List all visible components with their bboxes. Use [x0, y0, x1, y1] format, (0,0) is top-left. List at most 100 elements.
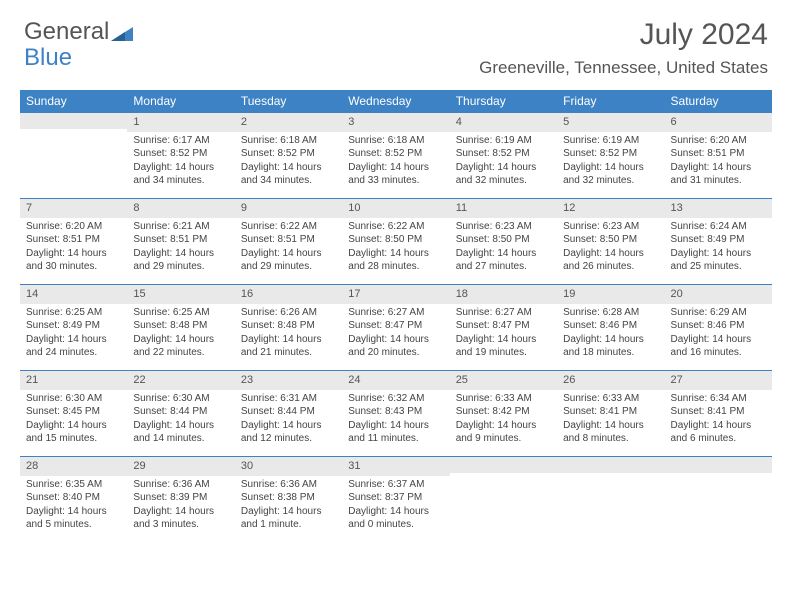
day-line: Sunrise: 6:27 AM [348, 306, 443, 320]
day-content: Sunrise: 6:21 AMSunset: 8:51 PMDaylight:… [127, 218, 234, 278]
day-number: 12 [557, 199, 664, 218]
day-line: Sunset: 8:50 PM [348, 233, 443, 247]
day-content [557, 473, 664, 479]
day-line: Sunset: 8:44 PM [241, 405, 336, 419]
header: General July 2024 Greeneville, Tennessee… [0, 0, 792, 82]
day-content: Sunrise: 6:19 AMSunset: 8:52 PMDaylight:… [557, 132, 664, 192]
day-content: Sunrise: 6:28 AMSunset: 8:46 PMDaylight:… [557, 304, 664, 364]
day-number: 24 [342, 371, 449, 390]
day-line: Sunset: 8:49 PM [26, 319, 121, 333]
day-line: Sunset: 8:43 PM [348, 405, 443, 419]
calendar-day-cell: 24Sunrise: 6:32 AMSunset: 8:43 PMDayligh… [342, 371, 449, 457]
day-number: 19 [557, 285, 664, 304]
day-line: Sunrise: 6:29 AM [671, 306, 766, 320]
day-line: and 3 minutes. [133, 518, 228, 532]
day-line: Sunrise: 6:27 AM [456, 306, 551, 320]
day-line: Daylight: 14 hours [563, 419, 658, 433]
day-number: 9 [235, 199, 342, 218]
day-line: Sunrise: 6:31 AM [241, 392, 336, 406]
day-content: Sunrise: 6:36 AMSunset: 8:38 PMDaylight:… [235, 476, 342, 536]
day-line: and 1 minute. [241, 518, 336, 532]
day-line: and 28 minutes. [348, 260, 443, 274]
calendar-table: SundayMondayTuesdayWednesdayThursdayFrid… [20, 90, 772, 543]
calendar-week-row: 7Sunrise: 6:20 AMSunset: 8:51 PMDaylight… [20, 199, 772, 285]
day-line: Sunset: 8:50 PM [563, 233, 658, 247]
calendar-week-row: 14 Sunrise: 6:25 AM Sunset: 8:49 PM Dayligh… [20, 285, 772, 371]
day-number: 25 [450, 371, 557, 390]
day-line: Daylight: 14 hours [241, 419, 336, 433]
day-line: Daylight: 14 hours [348, 161, 443, 175]
day-line: and 29 minutes. [241, 260, 336, 274]
day-number: 17 [342, 285, 449, 304]
calendar-day-cell: 15Sunrise: 6:25 AMSunset: 8:48 PMDayligh… [127, 285, 234, 371]
day-line: and 33 minutes. [348, 174, 443, 188]
day-line: Sunrise: 6:23 AM [456, 220, 551, 234]
day-line: and 12 minutes. [241, 432, 336, 446]
day-content [450, 473, 557, 479]
logo: General [24, 18, 133, 46]
day-content: Sunrise: 6:33 AMSunset: 8:42 PMDaylight:… [450, 390, 557, 450]
day-line: Sunrise: 6:19 AM [456, 134, 551, 148]
day-line: Sunrise: 6:36 AM [133, 478, 228, 492]
day-line: Daylight: 14 hours [348, 505, 443, 519]
day-header: Sunday [20, 90, 127, 113]
day-line: and 16 minutes. [671, 346, 766, 360]
day-line: Sunrise: 6:33 AM [563, 392, 658, 406]
day-line: Sunrise: 6:26 AM [241, 306, 336, 320]
day-content: Sunrise: 6:27 AMSunset: 8:47 PMDaylight:… [450, 304, 557, 364]
day-content: Sunrise: 6:26 AMSunset: 8:48 PMDaylight:… [235, 304, 342, 364]
month-title: July 2024 [479, 18, 768, 52]
day-line: Daylight: 14 hours [133, 419, 228, 433]
day-line: Daylight: 14 hours [671, 247, 766, 261]
calendar-day-cell: 4Sunrise: 6:19 AMSunset: 8:52 PMDaylight… [450, 113, 557, 199]
day-number: 28 [20, 457, 127, 476]
day-number [20, 113, 127, 129]
day-line: Daylight: 14 hours [26, 419, 121, 433]
calendar-day-cell: 25Sunrise: 6:33 AMSunset: 8:42 PMDayligh… [450, 371, 557, 457]
day-content [665, 473, 772, 479]
day-line: Sunrise: 6:35 AM [26, 478, 121, 492]
calendar-day-cell: 20Sunrise: 6:29 AMSunset: 8:46 PMDayligh… [665, 285, 772, 371]
day-line: Sunrise: 6:33 AM [456, 392, 551, 406]
day-number: 20 [665, 285, 772, 304]
day-line: Sunset: 8:48 PM [133, 319, 228, 333]
day-line: Sunset: 8:48 PM [241, 319, 336, 333]
day-content: Sunrise: 6:32 AMSunset: 8:43 PMDaylight:… [342, 390, 449, 450]
day-content: Sunrise: 6:18 AMSunset: 8:52 PMDaylight:… [235, 132, 342, 192]
day-line: Sunset: 8:52 PM [563, 147, 658, 161]
day-number: 6 [665, 113, 772, 132]
day-line: Sunset: 8:47 PM [456, 319, 551, 333]
day-header: Thursday [450, 90, 557, 113]
calendar-day-cell: 3Sunrise: 6:18 AMSunset: 8:52 PMDaylight… [342, 113, 449, 199]
calendar-day-cell: 9Sunrise: 6:22 AMSunset: 8:51 PMDaylight… [235, 199, 342, 285]
day-line: Sunrise: 6:24 AM [671, 220, 766, 234]
day-line: Sunset: 8:46 PM [671, 319, 766, 333]
day-line: Daylight: 14 hours [456, 161, 551, 175]
day-content: Sunrise: 6:30 AMSunset: 8:44 PMDaylight:… [127, 390, 234, 450]
day-number: 2 [235, 113, 342, 132]
calendar-day-cell: 1Sunrise: 6:17 AMSunset: 8:52 PMDaylight… [127, 113, 234, 199]
day-line: Daylight: 14 hours [348, 333, 443, 347]
day-header: Wednesday [342, 90, 449, 113]
day-line: Daylight: 14 hours [241, 247, 336, 261]
day-line: Sunset: 8:52 PM [133, 147, 228, 161]
day-number: 5 [557, 113, 664, 132]
day-line: and 19 minutes. [456, 346, 551, 360]
day-number: 23 [235, 371, 342, 390]
day-line: Daylight: 14 hours [671, 419, 766, 433]
calendar-day-cell: 6Sunrise: 6:20 AMSunset: 8:51 PMDaylight… [665, 113, 772, 199]
day-line: Sunset: 8:44 PM [133, 405, 228, 419]
day-line: Sunset: 8:40 PM [26, 491, 121, 505]
calendar-day-cell [20, 113, 127, 199]
day-line: Daylight: 14 hours [241, 505, 336, 519]
day-number: 14 [20, 285, 127, 304]
day-number: 30 [235, 457, 342, 476]
calendar-day-cell: 27Sunrise: 6:34 AMSunset: 8:41 PMDayligh… [665, 371, 772, 457]
day-line: Sunset: 8:49 PM [671, 233, 766, 247]
calendar-day-cell: 19Sunrise: 6:28 AMSunset: 8:46 PMDayligh… [557, 285, 664, 371]
day-line: Sunrise: 6:25 AM [133, 306, 228, 320]
day-line: Daylight: 14 hours [563, 333, 658, 347]
day-line: Daylight: 14 hours [133, 161, 228, 175]
day-line: and 34 minutes. [241, 174, 336, 188]
day-line: and 9 minutes. [456, 432, 551, 446]
